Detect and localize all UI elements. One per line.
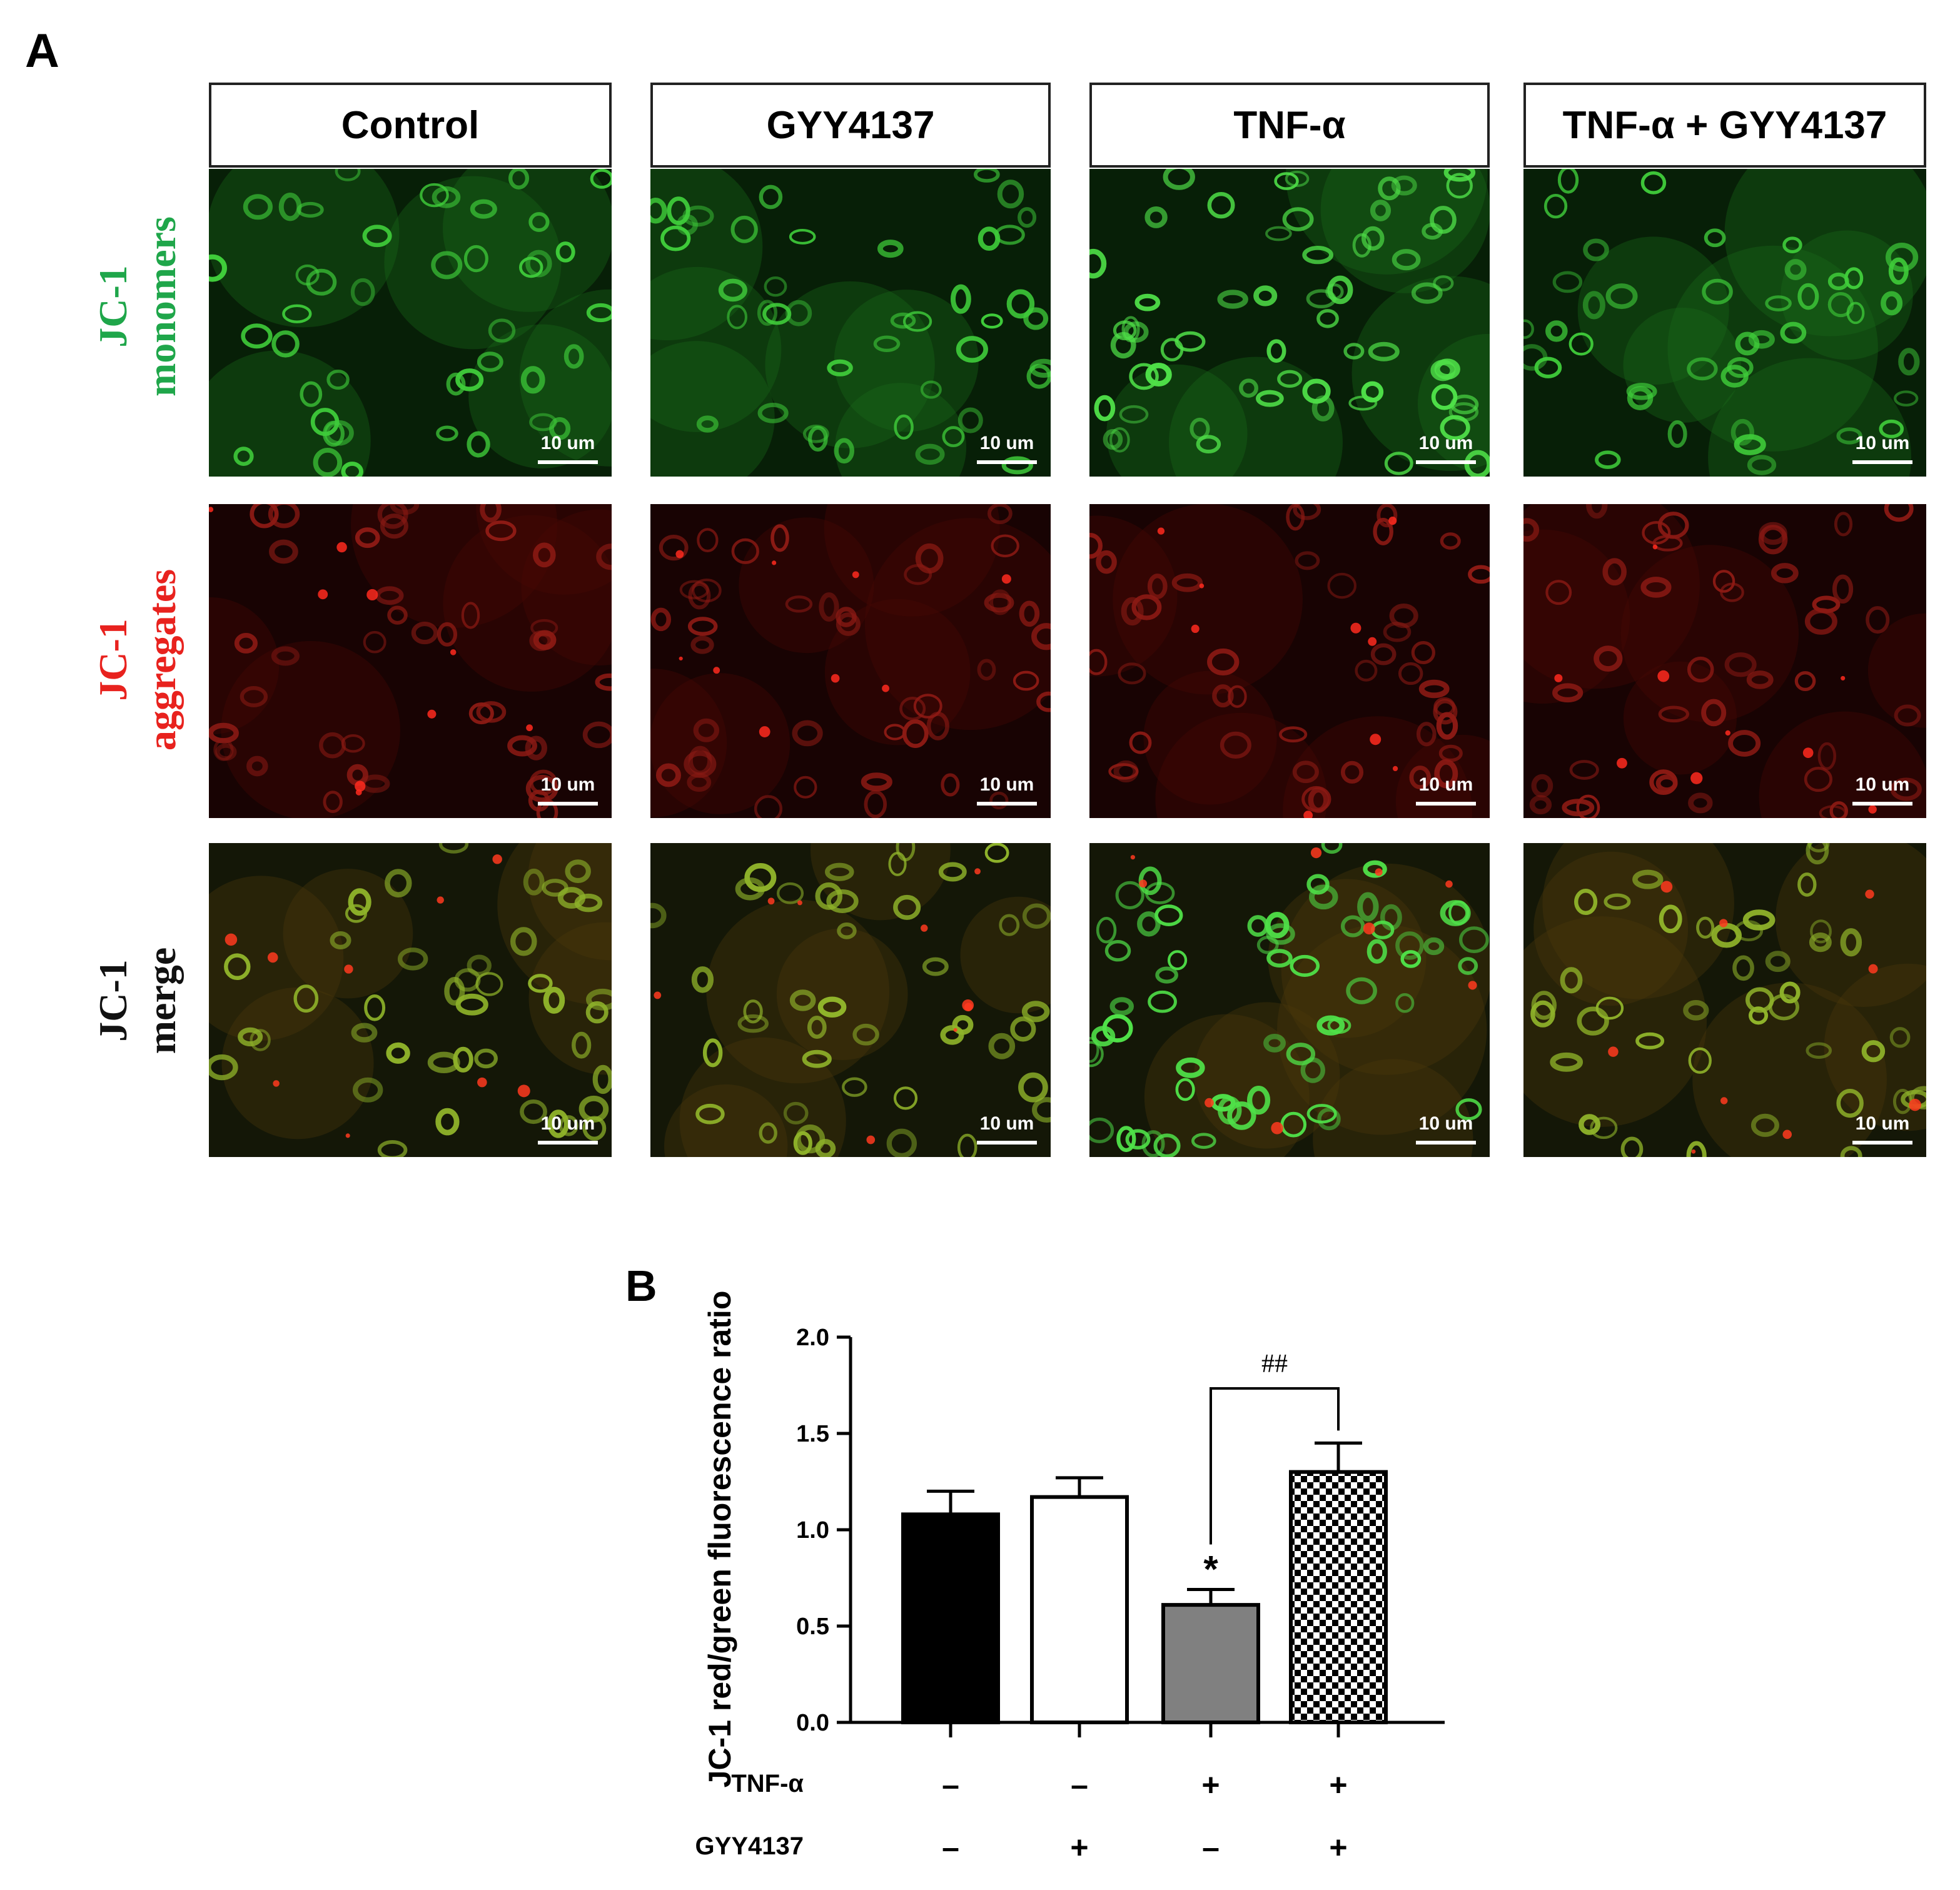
micrograph-merge-4: 10 um — [1523, 843, 1926, 1157]
micrograph-aggregates-2: 10 um — [650, 504, 1051, 818]
scale-bar: 10 um — [1852, 433, 1912, 464]
scale-bar: 10 um — [538, 774, 598, 806]
significance-bracket-label: ## — [1261, 1350, 1288, 1378]
bar-0 — [901, 1512, 1000, 1724]
row-label-monomers-line1: JC-1 — [90, 265, 135, 348]
scale-bar: 10 um — [538, 1113, 598, 1145]
significance-star: * — [1203, 1548, 1218, 1590]
treatment-sign-0-2: + — [1201, 1767, 1220, 1802]
bar-3 — [1289, 1470, 1388, 1724]
panel-b-label: B — [625, 1261, 657, 1310]
column-header-gyy4137: GYY4137 — [650, 83, 1051, 168]
scale-bar: 10 um — [1416, 774, 1476, 806]
y-axis-label: JC-1 red/green fluorescence ratio — [702, 1291, 737, 1788]
micrograph-merge-2: 10 um — [650, 843, 1051, 1157]
y-tick-label-0: 0.0 — [796, 1710, 829, 1736]
scale-bar: 10 um — [977, 1113, 1037, 1145]
micrograph-aggregates-1: 10 um — [209, 504, 612, 818]
micrograph-monomers-4: 10 um — [1523, 169, 1926, 477]
bar-1 — [1030, 1495, 1129, 1724]
y-tick-label-3: 1.5 — [796, 1421, 829, 1447]
micrograph-merge-1: 10 um — [209, 843, 612, 1157]
micrograph-monomers-1: 10 um — [209, 169, 612, 477]
treatment-label-1: GYY4137 — [695, 1832, 804, 1860]
treatment-sign-1-2: – — [1202, 1830, 1220, 1865]
y-tick-label-2: 1.0 — [796, 1517, 829, 1544]
scale-bar: 10 um — [977, 433, 1037, 464]
row-label-aggregates-line2: aggregates — [139, 569, 184, 751]
treatment-sign-0-3: + — [1329, 1767, 1347, 1802]
micrograph-monomers-3: 10 um — [1089, 169, 1490, 477]
scale-bar: 10 um — [538, 433, 598, 464]
row-label-monomers-line2: monomers — [139, 216, 184, 397]
scale-bar: 10 um — [1416, 433, 1476, 464]
y-tick-label-4: 2.0 — [796, 1325, 829, 1351]
treatment-sign-1-3: + — [1329, 1830, 1347, 1865]
bar-2 — [1161, 1603, 1260, 1724]
scale-bar: 10 um — [1416, 1113, 1476, 1145]
y-tick-label-1: 0.5 — [796, 1614, 829, 1640]
scale-bar: 10 um — [977, 774, 1037, 806]
treatment-sign-1-1: + — [1070, 1830, 1088, 1865]
micrograph-aggregates-3: 10 um — [1089, 504, 1490, 818]
column-header-tnf-gyy4137: TNF-α + GYY4137 — [1523, 83, 1926, 168]
row-label-merge-line2: merge — [139, 947, 184, 1054]
column-header-control: Control — [209, 83, 612, 168]
treatment-sign-1-0: – — [942, 1830, 959, 1865]
bar-chart: B 0.0 0.5 1.0 1.5 2.0 * ## TNF-α – – + + GYY4137 – + – +… — [625, 1261, 1445, 1865]
treatment-label-0: TNF-α — [731, 1770, 804, 1797]
scale-bar: 10 um — [1852, 1113, 1912, 1145]
row-label-aggregates-line1: JC-1 — [90, 619, 135, 701]
panel-a-label: A — [25, 24, 59, 78]
treatment-sign-0-0: – — [942, 1767, 959, 1802]
micrograph-monomers-2: 10 um — [650, 169, 1051, 477]
scale-bar: 10 um — [1852, 774, 1912, 806]
micrograph-aggregates-4: 10 um — [1523, 504, 1926, 818]
micrograph-merge-3: 10 um — [1089, 843, 1490, 1157]
column-header-tnf: TNF-α — [1089, 83, 1490, 168]
row-label-merge-line1: JC-1 — [90, 959, 135, 1042]
treatment-sign-0-1: – — [1071, 1767, 1088, 1802]
significance-bracket — [1210, 1387, 1340, 1545]
